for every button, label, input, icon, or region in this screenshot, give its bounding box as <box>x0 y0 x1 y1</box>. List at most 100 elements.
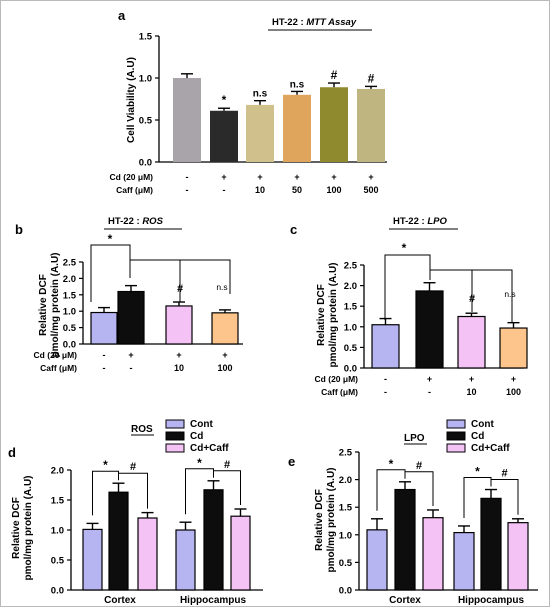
bar <box>357 88 385 162</box>
significance-label: # <box>331 68 338 82</box>
panel-e-ylabel-1: Relative DCF <box>314 489 325 551</box>
condition-value: + <box>222 350 227 360</box>
bar <box>175 529 196 591</box>
condition-value: 100 <box>217 363 232 373</box>
panel-b-ylabel-1: Relative DCF <box>38 274 49 336</box>
panel-b-bars <box>90 284 239 345</box>
legend-label: Cd+Caff <box>471 443 510 454</box>
panel-d-bars <box>82 480 251 591</box>
bracket-hash <box>118 472 148 509</box>
bar <box>90 311 118 345</box>
condition-value: + <box>294 172 299 182</box>
condition-value: - <box>130 363 133 373</box>
condition-value: 100 <box>506 387 521 397</box>
panel-c-y-ticks: 0.0 0.5 1.0 1.5 2.0 2.5 <box>344 261 364 375</box>
panel-d-title: ROS <box>131 424 153 435</box>
panel-c-ylabel-2: pmol/mg protein (A.U) <box>328 263 339 368</box>
panel-e-title: LPO <box>404 433 425 444</box>
significance-star: * <box>475 465 480 479</box>
legend-swatch <box>446 419 466 429</box>
legend-swatch <box>446 431 466 441</box>
y-tick-label: 2.5 <box>63 258 77 269</box>
bracket-star <box>463 477 492 518</box>
significance-star: * <box>197 456 202 470</box>
condition-value: - <box>384 387 387 397</box>
bar <box>117 290 145 345</box>
bar <box>82 528 103 591</box>
panel-e: e LPO Relative DCF pmol/mg protein (A.U)… <box>288 419 538 606</box>
bar <box>210 110 238 162</box>
bar <box>230 515 251 591</box>
panel-c-ylabel-1: Relative DCF <box>316 284 327 346</box>
condition-row-label: Caff (μM) <box>116 185 153 195</box>
bar <box>415 290 444 369</box>
condition-value: 10 <box>174 363 184 373</box>
panel-d-ylabel-2: pmol/mg protein (A.U) <box>23 476 34 581</box>
y-tick-label: 0.5 <box>139 116 153 127</box>
panel-e-bars <box>366 481 529 591</box>
bar <box>137 517 158 591</box>
panel-c: c HT-22 : LPO Relative DCF pmol/mg prote… <box>290 216 528 397</box>
y-tick-label: 1.5 <box>339 503 353 514</box>
y-tick-label: 0.0 <box>51 586 64 597</box>
panel-e-ylabel-2: pmol/mg protein (A.U) <box>326 468 337 573</box>
condition-value: + <box>128 350 133 360</box>
group-label: Cortex <box>104 595 136 606</box>
panel-a-y-ticks: 0.0 0.5 1.0 1.5 <box>139 32 159 169</box>
bar <box>499 327 528 369</box>
panel-b-condition-rows: Cd (20 μM) - + + + Caff (μM) - - 10 100 <box>34 350 233 373</box>
bracket-hash <box>491 479 519 515</box>
significance-label: n.s <box>253 89 268 100</box>
condition-value: + <box>469 374 474 384</box>
bar <box>165 305 193 345</box>
bracket-star <box>376 469 406 511</box>
bar <box>203 489 224 591</box>
significance-hash: # <box>130 461 136 473</box>
condition-row-label: Caff (μM) <box>40 363 77 373</box>
panel-a: a HT-22 : MTT Assay Cell Viability (A.U)… <box>110 8 387 195</box>
panel-d-group-labels: Cortex Hippocampus <box>104 595 246 606</box>
panel-c-significance: * # n.s <box>384 241 516 322</box>
bar <box>507 522 529 591</box>
bar <box>246 104 274 162</box>
condition-value: 100 <box>326 185 341 195</box>
significance-hash: # <box>501 468 507 480</box>
panel-b-ns: n.s <box>216 282 227 292</box>
bar <box>422 517 444 591</box>
legend-label: Cd+Caff <box>190 443 229 454</box>
bracket-hash <box>213 470 241 505</box>
panel-c-hash: # <box>469 293 475 305</box>
bracket-star <box>92 470 119 516</box>
condition-value: + <box>176 350 181 360</box>
bar <box>453 531 475 591</box>
y-tick-label: 0.0 <box>63 340 76 351</box>
condition-value: 10 <box>466 387 476 397</box>
y-tick-label: 1.0 <box>344 322 357 333</box>
significance-star: * <box>103 458 108 472</box>
y-tick-label: 0.5 <box>51 556 65 567</box>
y-tick-label: 0.0 <box>139 158 152 169</box>
condition-row-label: Cd (20 μM) <box>315 374 359 384</box>
bracket-hash <box>405 471 434 506</box>
panel-e-significance: * # * # <box>376 457 519 518</box>
panel-a-ylabel: Cell Viability (A.U) <box>126 57 137 143</box>
significance-hash: # <box>416 460 422 472</box>
condition-row-label: Caff (μM) <box>321 387 358 397</box>
panel-c-condition-rows: Cd (20 μM) - + + + Caff (μM) - - 10 100 <box>315 374 521 397</box>
y-tick-label: 1.5 <box>344 302 358 313</box>
condition-row-label: Cd (20 μM) <box>110 172 154 182</box>
panel-d-y-ticks: 0.0 0.5 1.0 1.5 2.0 <box>51 466 71 597</box>
panel-d-letter: d <box>8 445 16 460</box>
panel-c-bars <box>371 282 528 369</box>
y-tick-label: 2.5 <box>339 448 353 459</box>
bar <box>480 497 502 591</box>
panel-a-header: HT-22 : MTT Assay <box>272 17 357 28</box>
condition-value: + <box>257 172 262 182</box>
y-tick-label: 2.0 <box>51 466 64 477</box>
y-tick-label: 0.5 <box>63 323 77 334</box>
panel-d-ylabel-1: Relative DCF <box>11 497 22 559</box>
condition-row-label: Cd (20 μM) <box>34 350 78 360</box>
panel-b-hash: # <box>177 283 183 295</box>
